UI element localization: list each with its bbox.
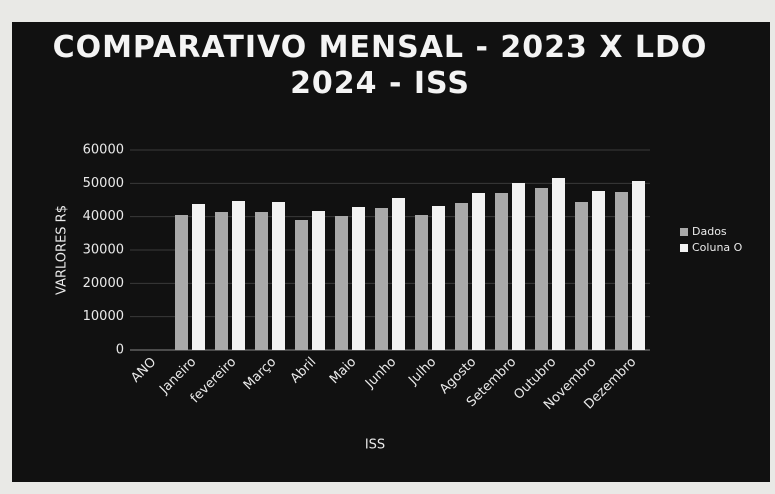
bar (335, 216, 348, 350)
y-tick-label: 20000 (83, 276, 124, 291)
bar (432, 206, 445, 350)
x-tick-label: ANO (128, 355, 159, 386)
y-tick-label: 0 (116, 343, 124, 358)
bar (415, 215, 428, 350)
x-tick-label: Abril (288, 355, 320, 387)
legend-label: Coluna O (692, 241, 743, 254)
bar (455, 203, 468, 350)
bar (512, 183, 525, 350)
y-tick-label: 40000 (83, 209, 124, 224)
bar (272, 202, 285, 350)
y-axis-label: VARLORES R$ (55, 205, 70, 295)
bar (472, 193, 485, 350)
x-tick-label: Julho (405, 355, 439, 389)
y-tick-label: 10000 (83, 309, 124, 324)
bar (535, 188, 548, 350)
bar (552, 178, 565, 350)
chart-title: COMPARATIVO MENSAL - 2023 X LDO 2024 - I… (52, 30, 708, 101)
y-tick-label: 30000 (83, 243, 124, 258)
bar (232, 201, 245, 350)
x-tick-label: Junho (362, 355, 399, 392)
bar (312, 211, 325, 350)
bar (615, 192, 628, 350)
bar (392, 198, 405, 350)
bar (632, 181, 645, 350)
legend-swatch (680, 244, 688, 252)
bar (495, 193, 508, 350)
bar (175, 215, 188, 350)
x-tick-label: Maio (327, 355, 359, 387)
bar (592, 191, 605, 350)
x-tick-label: Março (241, 355, 279, 393)
legend-swatch (680, 228, 688, 236)
bar (192, 204, 205, 350)
bar (375, 208, 388, 350)
bar (215, 212, 228, 350)
x-axis-label: ISS (365, 438, 385, 453)
bar (575, 202, 588, 350)
bar (352, 207, 365, 350)
bar (255, 212, 268, 350)
y-tick-label: 50000 (83, 176, 124, 191)
legend-label: Dados (692, 225, 727, 238)
bar (295, 220, 308, 350)
y-tick-label: 60000 (83, 143, 124, 158)
